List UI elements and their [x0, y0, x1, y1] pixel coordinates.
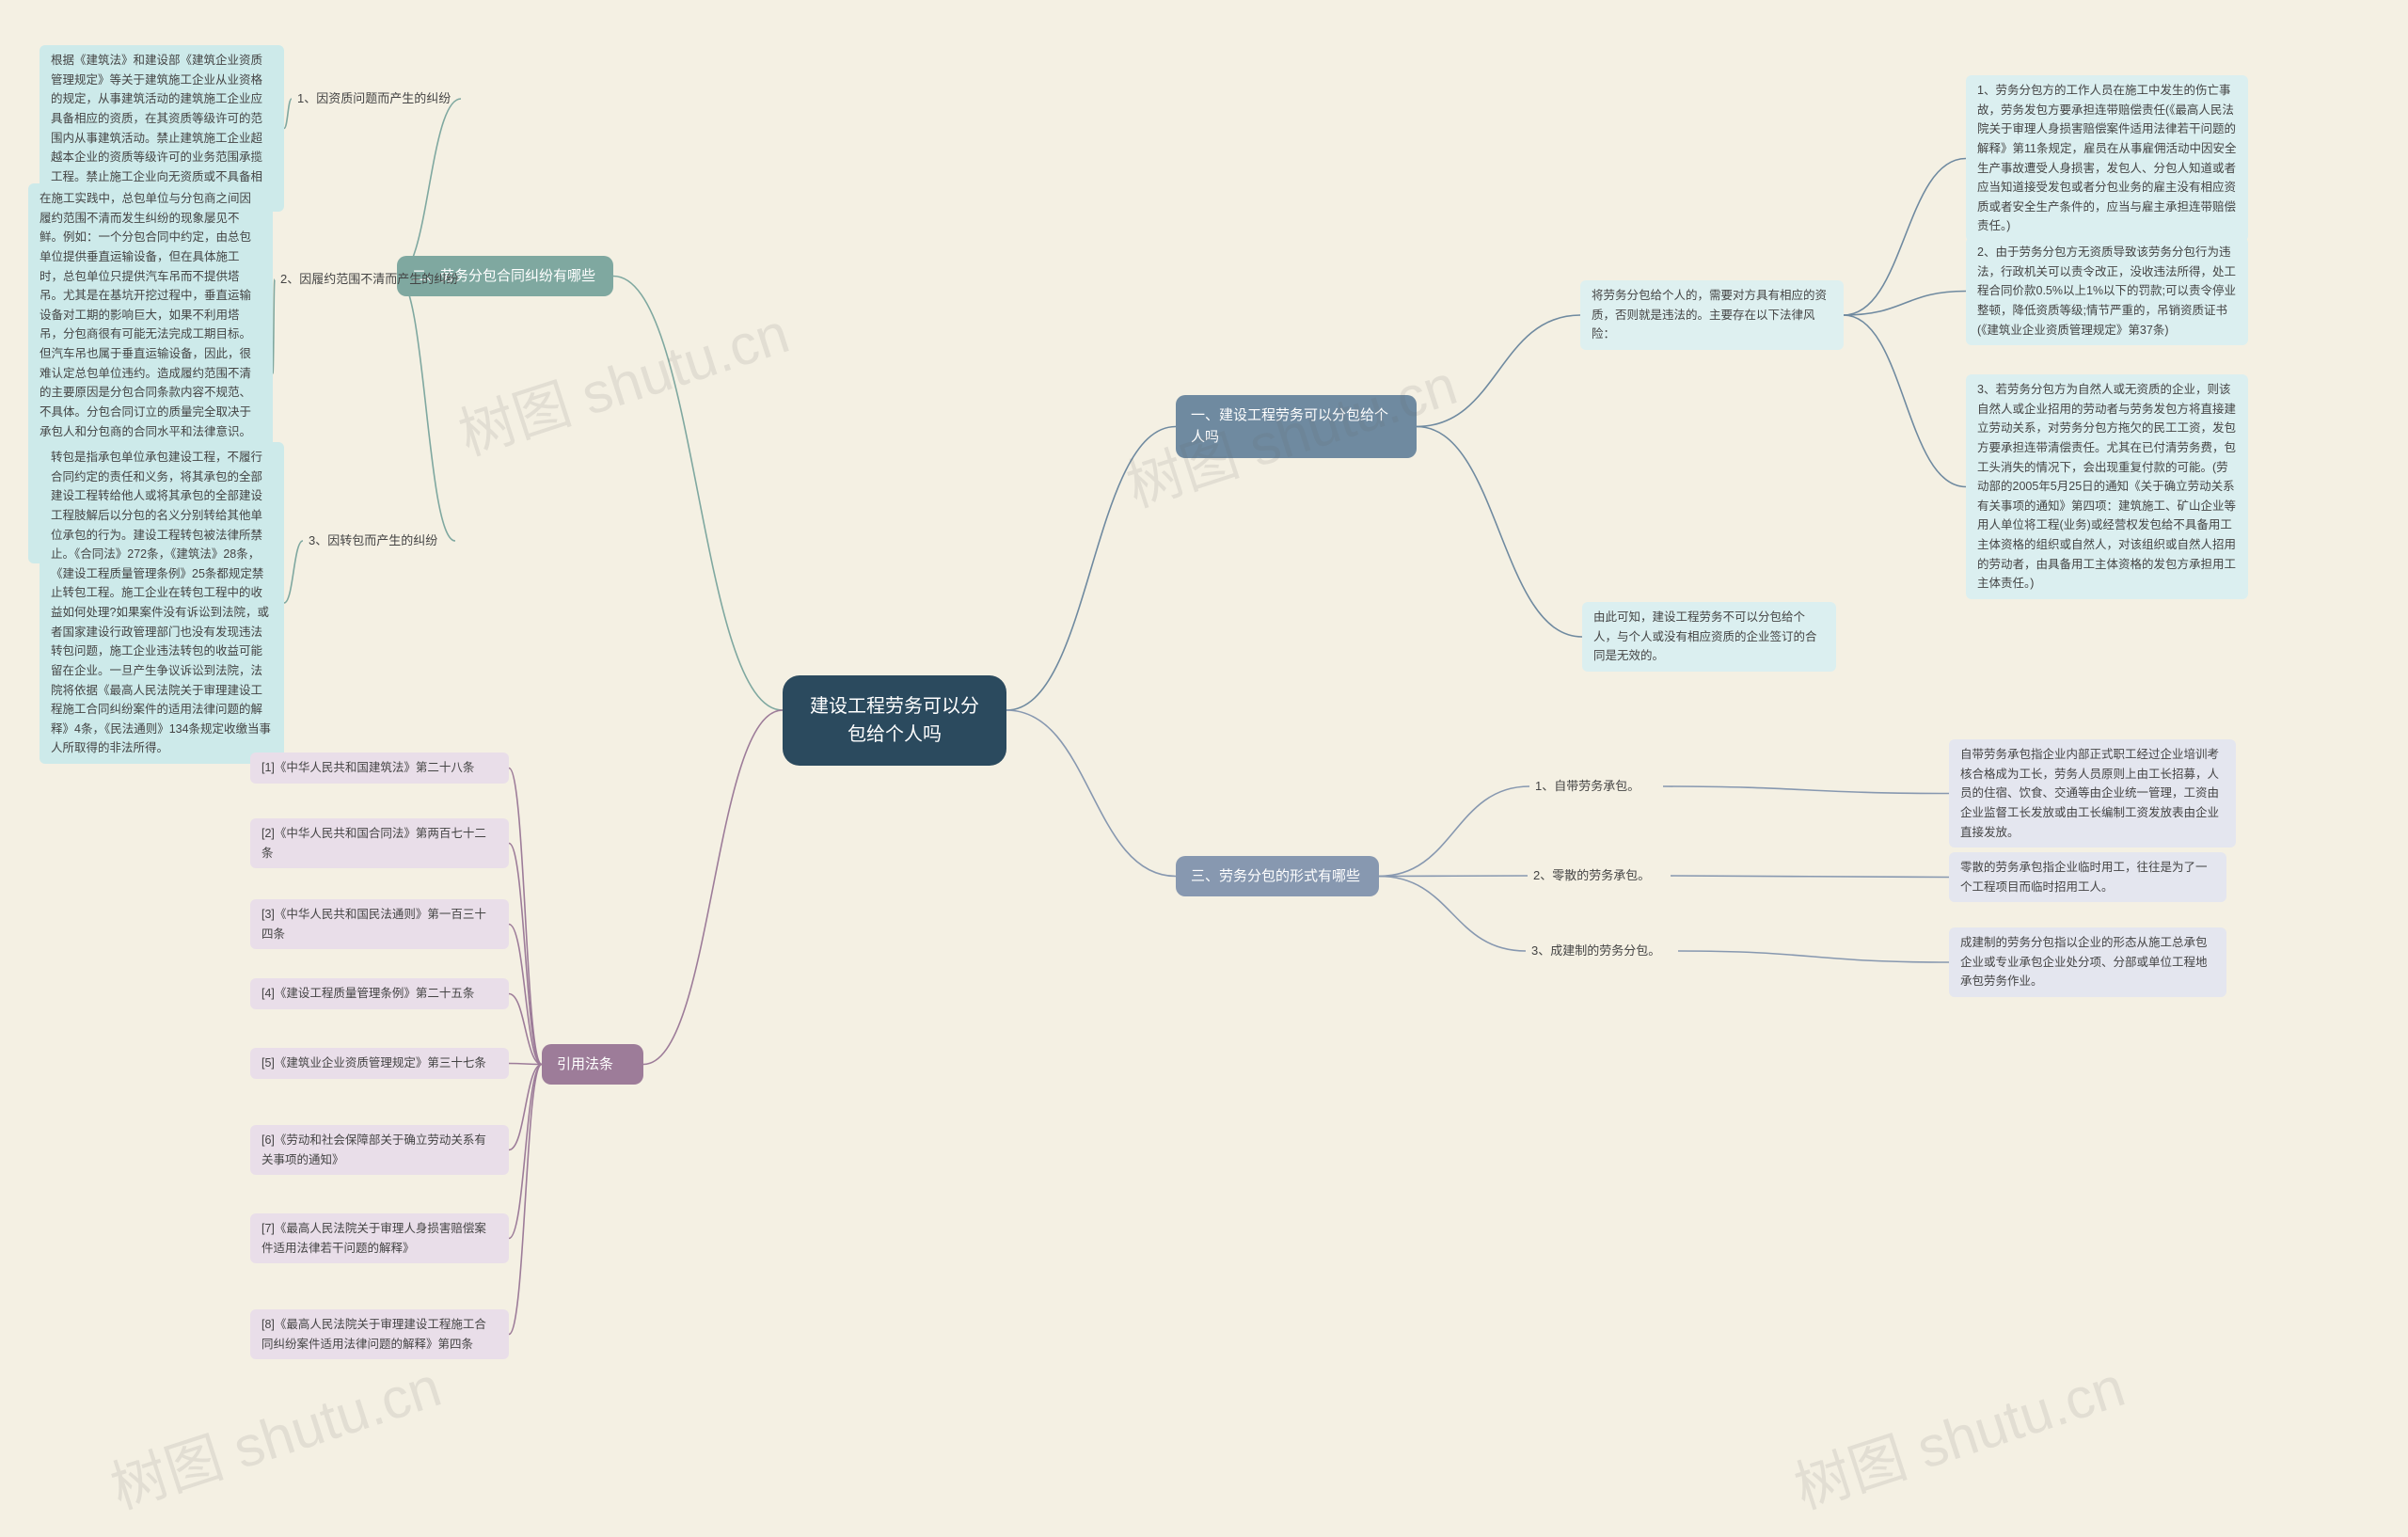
node-b1c1: 将劳务分包给个人的，需要对方具有相应的资质，否则就是违法的。主要存在以下法律风险…	[1580, 280, 1844, 350]
node-b2c2: 2、因履约范围不清而产生的纠纷	[275, 267, 470, 292]
node-b4c6: [6]《劳动和社会保障部关于确立劳动关系有关事项的通知》	[250, 1125, 509, 1175]
node-b3c1a: 自带劳务承包指企业内部正式职工经过企业培训考核合格成为工长，劳务人员原则上由工长…	[1949, 739, 2236, 848]
node-b1c1b: 2、由于劳务分包方无资质导致该劳务分包行为违法，行政机关可以责令改正，没收违法所…	[1966, 237, 2248, 345]
node-b4c2: [2]《中华人民共和国合同法》第两百七十二条	[250, 818, 509, 868]
node-b2c3a: 转包是指承包单位承包建设工程，不履行合同约定的责任和义务，将其承包的全部建设工程…	[40, 442, 284, 764]
node-b4c8: [8]《最高人民法院关于审理建设工程施工合同纠纷案件适用法律问题的解释》第四条	[250, 1309, 509, 1359]
watermark: 树图 shutu.cn	[447, 288, 798, 471]
node-b3c2: 2、零散的劳务承包。	[1528, 864, 1671, 888]
branch-b4: 引用法条	[542, 1044, 643, 1085]
node-b3c2a: 零散的劳务承包指企业临时用工，往往是为了一个工程项目而临时招用工人。	[1949, 852, 2226, 902]
branch-b3: 三、劳务分包的形式有哪些	[1176, 856, 1379, 896]
node-b4c4: [4]《建设工程质量管理条例》第二十五条	[250, 978, 509, 1009]
node-b4c5: [5]《建筑业企业资质管理规定》第三十七条	[250, 1048, 509, 1079]
watermark: 树图 shutu.cn	[99, 1341, 450, 1525]
node-b4c7: [7]《最高人民法院关于审理人身损害赔偿案件适用法律若干问题的解释》	[250, 1213, 509, 1263]
node-b4c3: [3]《中华人民共和国民法通则》第一百三十四条	[250, 899, 509, 949]
watermark: 树图 shutu.cn	[1782, 1341, 2133, 1525]
node-b1c1c: 3、若劳务分包方为自然人或无资质的企业，则该自然人或企业招用的劳动者与劳务发包方…	[1966, 374, 2248, 599]
center-node: 建设工程劳务可以分包给个人吗	[783, 675, 1006, 766]
node-b2c3: 3、因转包而产生的纠纷	[303, 529, 455, 553]
node-b3c3: 3、成建制的劳务分包。	[1526, 939, 1678, 963]
node-b2c1: 1、因资质问题而产生的纠纷	[292, 87, 461, 111]
node-b1c1a: 1、劳务分包方的工作人员在施工中发生的伤亡事故，劳务发包方要承担连带赔偿责任(《…	[1966, 75, 2248, 242]
node-b4c1: [1]《中华人民共和国建筑法》第二十八条	[250, 753, 509, 784]
node-b1c2: 由此可知，建设工程劳务不可以分包给个人，与个人或没有相应资质的企业签订的合同是无…	[1582, 602, 1836, 672]
node-b3c3a: 成建制的劳务分包指以企业的形态从施工总承包企业或专业承包企业处分项、分部或单位工…	[1949, 927, 2226, 997]
node-b3c1: 1、自带劳务承包。	[1529, 774, 1663, 799]
branch-b1: 一、建设工程劳务可以分包给个人吗	[1176, 395, 1417, 458]
